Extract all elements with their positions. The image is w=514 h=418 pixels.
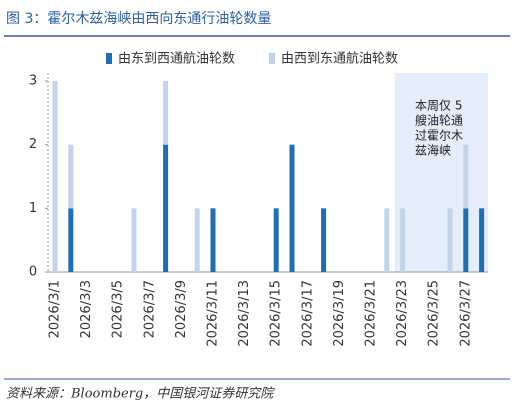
x-tick-label: 2026/3/5 (111, 280, 126, 338)
x-tick-label: 2026/3/11 (206, 280, 221, 347)
bar (447, 208, 453, 272)
source: 资料来源：Bloomberg，中国银河证券研究院 (6, 386, 275, 402)
y-tick-label: 0 (29, 265, 37, 280)
bar (52, 81, 58, 272)
y-tick-label: 1 (29, 201, 37, 216)
legend-label: 由东到西通航油轮数 (118, 51, 235, 67)
annotation: 过霍尔木 (415, 128, 463, 143)
bar (400, 208, 406, 272)
y-tick-label: 3 (29, 74, 37, 89)
highlight-region (394, 73, 488, 272)
bar (463, 144, 469, 209)
bar (273, 208, 279, 272)
x-tick-label: 2026/3/7 (142, 280, 157, 338)
x-tick-label: 2026/3/25 (427, 280, 442, 347)
y-tick-label: 2 (29, 137, 37, 152)
legend-swatch (106, 53, 112, 64)
bar (194, 208, 200, 272)
bar (463, 208, 469, 272)
bar (68, 208, 74, 272)
x-tick-label: 2026/3/17 (300, 280, 315, 347)
x-tick-label: 2026/3/3 (79, 280, 94, 338)
x-tick-label: 2026/3/27 (458, 280, 473, 347)
bar (384, 208, 390, 272)
bar (289, 144, 295, 272)
x-tick-label: 2026/3/23 (395, 280, 410, 347)
bar (131, 208, 137, 272)
annotation: 兹海峡 (415, 143, 451, 158)
legend-label: 由西到东通航油轮数 (281, 51, 398, 67)
annotation: 本周仅 5 (415, 99, 462, 113)
bar (210, 208, 216, 272)
annotation: 艘油轮通 (415, 113, 463, 128)
chart-title: 图 3：霍尔木兹海峡由西向东通行油轮数量 (6, 11, 271, 27)
x-tick-label: 2026/3/15 (269, 280, 284, 347)
x-tick-label: 2026/3/13 (237, 280, 252, 347)
x-tick-label: 2026/3/21 (364, 280, 379, 347)
bar (321, 208, 327, 272)
bar (68, 144, 74, 209)
bar (479, 208, 485, 272)
x-tick-label: 2026/3/19 (332, 280, 347, 347)
bar (163, 81, 169, 145)
x-tick-label: 2026/3/9 (174, 280, 189, 338)
bar (163, 144, 169, 272)
legend-swatch (269, 53, 275, 64)
x-tick-label: 2026/3/1 (48, 280, 63, 338)
